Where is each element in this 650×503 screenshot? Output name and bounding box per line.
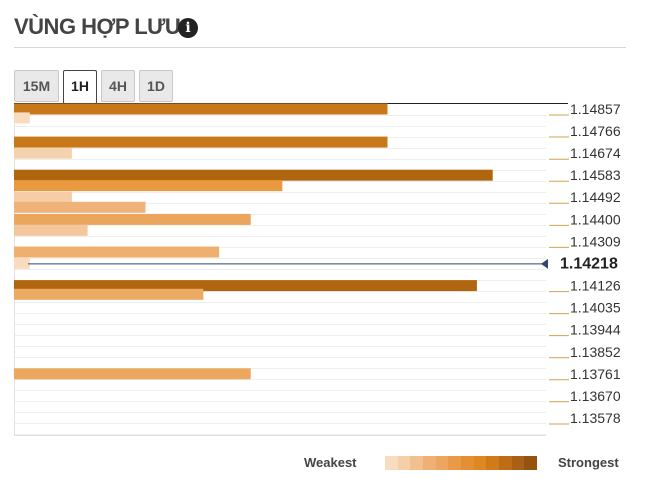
tab-1d[interactable]: 1D (139, 70, 173, 102)
price-tick-label: 1.13852 (570, 344, 621, 360)
legend-gradient (385, 456, 538, 470)
confluence-bar-11 (14, 257, 30, 269)
price-tick-label: 1.14674 (570, 145, 621, 161)
confluence-bar-4 (14, 169, 493, 181)
confluence-bar-1 (14, 112, 30, 124)
legend-swatch-9 (499, 456, 512, 470)
legend-swatch-2 (410, 456, 424, 470)
legend-swatch-10 (511, 456, 525, 470)
confluence-chart: 1.14857 1.14766 1.14674 1.14583 1.14492 1.144… (14, 101, 621, 436)
page-title: VÙNG HỢP LƯU (14, 14, 181, 39)
price-tick-label: 1.14492 (570, 189, 621, 205)
price-tick-label: 1.14857 (570, 101, 621, 117)
price-tick-label: 1.13944 (570, 322, 621, 338)
confluence-bar-10 (14, 246, 220, 258)
confluence-bar-7 (14, 201, 146, 213)
info-icon[interactable]: i (178, 18, 198, 38)
legend-swatch-11 (524, 456, 538, 470)
confluence-bar-6 (14, 191, 72, 203)
price-tick-label: 1.14400 (570, 211, 621, 227)
price-tick-label: 1.14309 (570, 233, 621, 249)
legend-strongest-label: Strongest (558, 455, 619, 470)
price-tick-label: 1.13670 (570, 388, 621, 404)
current-price-marker (541, 258, 548, 269)
tab-4h[interactable]: 4H (101, 70, 135, 102)
confluence-bar-13 (14, 288, 204, 300)
confluence-bar-3 (14, 147, 72, 159)
current-price-label: 1.14218 (560, 255, 618, 272)
legend-swatch-3 (423, 456, 436, 470)
price-tick-label: 1.14583 (570, 167, 621, 183)
price-tick-label: 1.14126 (570, 278, 621, 294)
legend-swatch-7 (473, 456, 487, 470)
confluence-bar-14 (14, 368, 251, 380)
confluence-bar-9 (14, 224, 88, 236)
title-divider (14, 47, 626, 48)
price-tick-label: 1.13578 (570, 410, 621, 426)
confluence-bar-2 (14, 136, 388, 148)
tab-1h[interactable]: 1H (63, 70, 97, 104)
legend-swatch-1 (397, 456, 411, 470)
price-tick-label: 1.14766 (570, 123, 621, 139)
legend-weakest-label: Weakest (304, 455, 357, 470)
price-tick-label: 1.13761 (570, 366, 621, 382)
confluence-bar-5 (14, 180, 283, 192)
confluence-bar-8 (14, 213, 251, 225)
legend-swatch-0 (385, 456, 398, 470)
price-tick-label: 1.14035 (570, 300, 621, 316)
tab-15m[interactable]: 15M (14, 70, 59, 102)
legend-swatch-5 (448, 456, 462, 470)
legend-swatch-6 (461, 456, 474, 470)
legend-swatch-4 (435, 456, 449, 470)
confluence-bar-0 (14, 103, 388, 115)
legend-swatch-8 (486, 456, 500, 470)
confluence-bar-12 (14, 280, 477, 292)
